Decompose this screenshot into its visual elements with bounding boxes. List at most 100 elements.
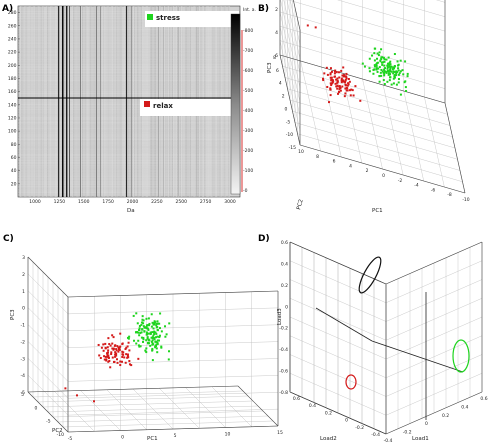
panel-b-x-tick: 6 xyxy=(333,159,336,165)
point-relax xyxy=(340,69,343,72)
point-stress xyxy=(392,72,395,75)
heatmap-y-tick: 220 xyxy=(8,50,17,56)
panel-b-y-label: PC2 xyxy=(296,199,305,211)
point-relax xyxy=(111,347,114,350)
point-relax xyxy=(64,387,67,390)
grid-line xyxy=(386,0,446,17)
panel-d-z-tick: -0.2 xyxy=(279,326,288,332)
point-stress xyxy=(388,79,391,82)
point-stress xyxy=(139,331,142,334)
panel-b-points xyxy=(306,24,409,104)
panel-d-x-label: Load1 xyxy=(412,436,429,442)
colorbar-label: Int. a. xyxy=(243,7,256,13)
point-stress xyxy=(389,63,392,66)
point-relax xyxy=(322,79,325,82)
panel-d-z-tick: 0 xyxy=(285,304,288,310)
grid-line xyxy=(211,386,252,427)
grid-line xyxy=(284,77,451,126)
point-stress xyxy=(132,339,135,342)
point-relax xyxy=(349,94,352,97)
heatmap-x-ticks: 1000 1250 1500 1750 2000 2250 2500 2750 3000 xyxy=(29,199,236,205)
point-stress xyxy=(150,313,153,316)
grid-line xyxy=(67,290,279,298)
point-stress xyxy=(145,324,148,327)
panel-c-z-tick: 0 xyxy=(22,306,25,312)
point-relax xyxy=(340,77,343,80)
point-stress xyxy=(386,80,389,83)
grid-line xyxy=(27,307,69,348)
point-relax xyxy=(330,82,333,85)
point-stress xyxy=(391,68,394,71)
point-relax xyxy=(337,92,340,95)
panel-b-z-tick: 6 xyxy=(275,53,278,59)
point-stress xyxy=(147,332,150,335)
point-stress xyxy=(138,327,141,330)
point-stress xyxy=(378,51,381,54)
point-relax xyxy=(341,74,344,77)
point-relax xyxy=(336,87,339,90)
point-relax xyxy=(345,86,348,89)
point-stress xyxy=(156,339,159,342)
point-stress xyxy=(139,345,142,348)
point-relax xyxy=(104,355,107,358)
point-stress xyxy=(158,327,161,330)
point-stress xyxy=(146,341,149,344)
panel-c-y-label: PC2 xyxy=(52,428,63,434)
point-relax xyxy=(112,348,115,351)
point-stress xyxy=(142,340,145,343)
point-stress xyxy=(137,344,140,347)
point-relax xyxy=(346,89,349,92)
point-relax xyxy=(333,75,336,78)
panel-b-y-tick: 0 xyxy=(285,106,288,112)
point-stress xyxy=(377,54,380,57)
point-relax xyxy=(330,84,333,87)
point-stress xyxy=(373,52,376,55)
grid-line xyxy=(27,391,69,433)
point-relax xyxy=(127,356,130,359)
heatmap-y-tick: 40 xyxy=(11,168,17,174)
point-relax xyxy=(338,85,341,88)
point-stress xyxy=(386,66,389,69)
point-stress xyxy=(378,75,381,78)
point-stress xyxy=(142,338,145,341)
point-relax xyxy=(114,353,117,356)
point-stress xyxy=(155,324,158,327)
point-stress xyxy=(132,314,135,317)
grid-line xyxy=(52,410,264,418)
point-relax xyxy=(334,82,337,85)
panel-b-letter: B) xyxy=(258,4,269,14)
panel-d: D) -0.4-0.200.20.40.60.60.40.20-0.2-0.4-… xyxy=(258,234,488,444)
point-stress xyxy=(146,337,149,340)
point-stress xyxy=(167,358,170,361)
grid-line xyxy=(237,385,279,427)
point-stress xyxy=(159,312,162,315)
point-stress xyxy=(397,69,400,72)
ellipse-red xyxy=(345,374,357,390)
point-stress xyxy=(363,65,366,68)
point-relax xyxy=(105,359,108,362)
colorbar-tick: -300 xyxy=(243,128,253,134)
point-stress xyxy=(398,72,401,75)
point-relax xyxy=(113,344,116,347)
point-stress xyxy=(145,325,148,328)
point-stress xyxy=(151,321,154,324)
point-stress xyxy=(160,346,163,349)
point-stress xyxy=(393,70,396,73)
point-stress xyxy=(165,333,168,336)
point-stress xyxy=(390,70,393,73)
point-stress xyxy=(153,323,156,326)
point-stress xyxy=(156,320,159,323)
point-stress xyxy=(137,339,140,342)
grid-line xyxy=(287,88,453,137)
point-relax xyxy=(335,78,338,81)
heatmap-y-tick: 100 xyxy=(8,129,17,135)
point-stress xyxy=(380,68,383,71)
point-stress xyxy=(142,325,145,328)
point-stress xyxy=(148,322,151,325)
point-relax xyxy=(314,26,317,29)
point-stress xyxy=(135,312,138,315)
point-relax xyxy=(125,346,128,349)
point-stress xyxy=(388,63,391,66)
point-stress xyxy=(393,74,396,77)
